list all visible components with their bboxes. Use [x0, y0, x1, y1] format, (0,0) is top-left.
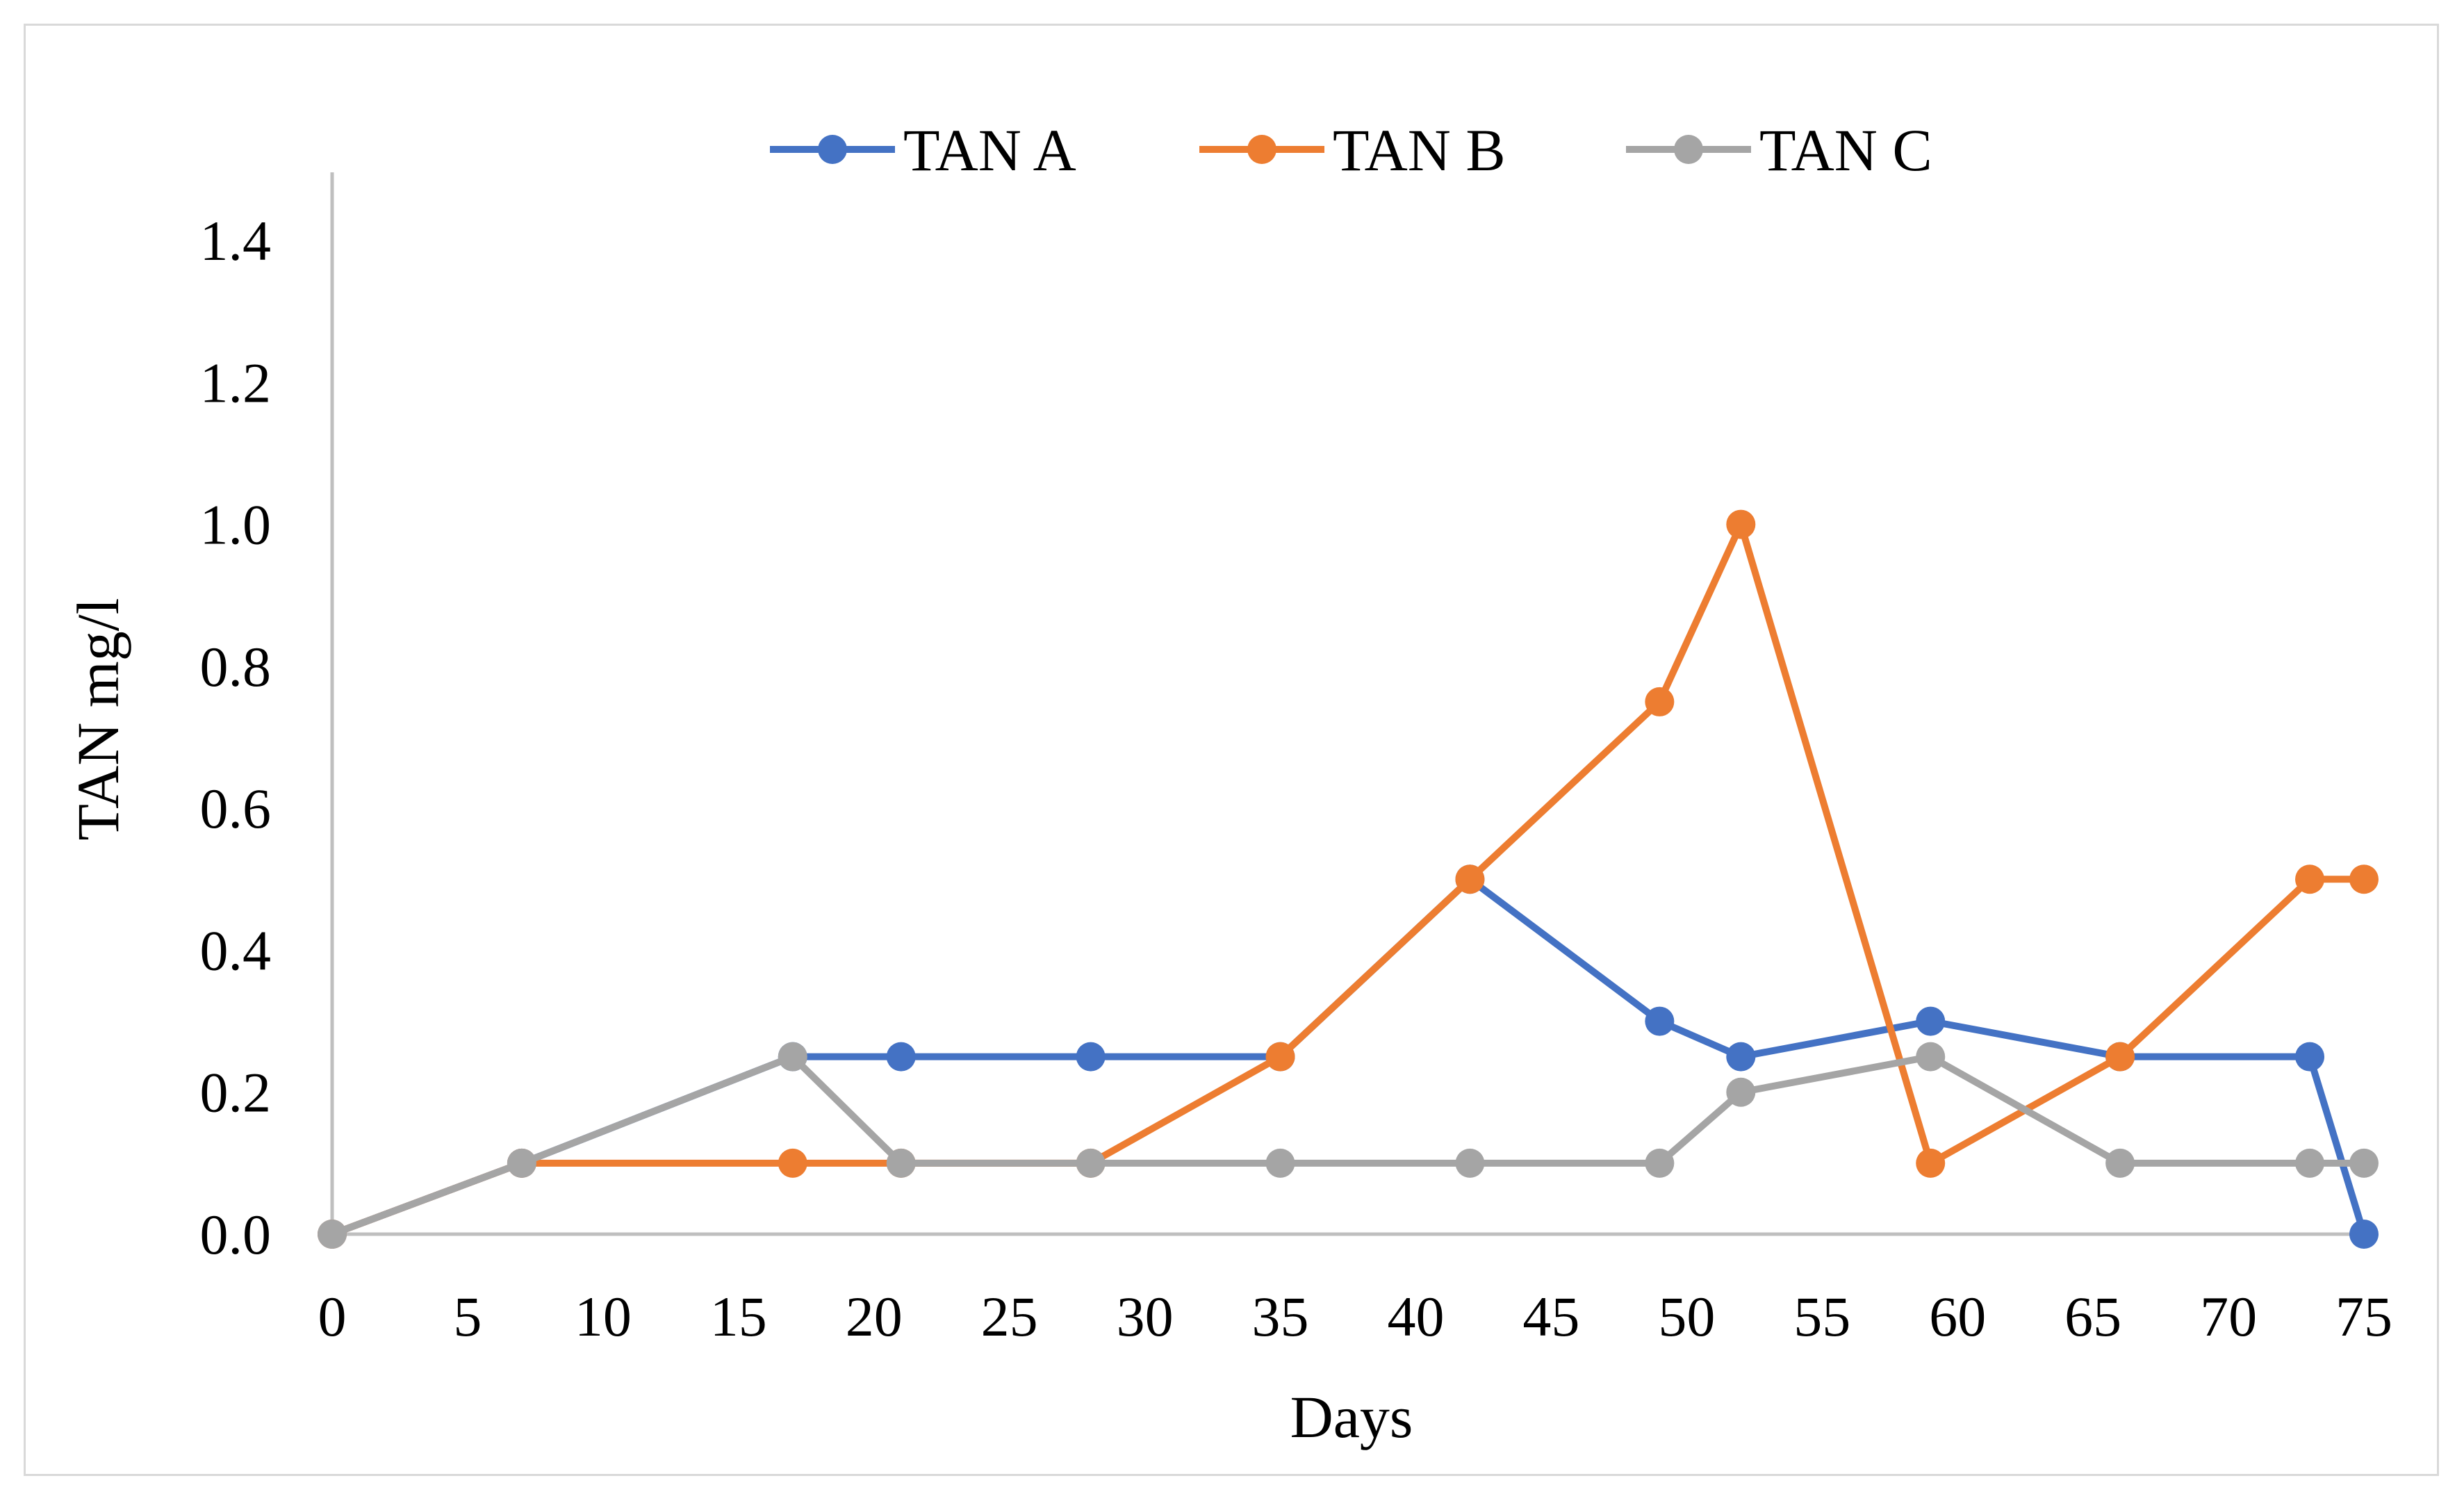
y-tick-label: 0.0 [200, 1203, 272, 1266]
legend: TAN A TAN B TAN C [770, 117, 1932, 183]
data-point [1455, 864, 1485, 894]
data-point [1076, 1042, 1106, 1072]
y-tick-label: 0.6 [200, 777, 272, 840]
series-tan-c [318, 1042, 2379, 1249]
data-point [2105, 1148, 2135, 1178]
data-point [1726, 1042, 1756, 1072]
legend-marker [818, 135, 847, 164]
x-axis-title: Days [1290, 1384, 1413, 1450]
data-point [318, 1220, 347, 1249]
legend-label: TAN C [1759, 117, 1932, 183]
x-tick-label: 45 [1522, 1285, 1579, 1348]
data-point [1916, 1042, 1946, 1072]
data-point [2295, 864, 2325, 894]
y-tick-label: 0.8 [200, 635, 272, 698]
data-point [886, 1148, 916, 1178]
data-point [2295, 1042, 2325, 1072]
y-tick-label: 1.2 [200, 351, 272, 414]
y-tick-label: 1.4 [200, 209, 272, 272]
x-tick-label: 35 [1252, 1285, 1309, 1348]
x-tick-label: 70 [2200, 1285, 2257, 1348]
legend-marker [1247, 135, 1276, 164]
data-point [507, 1148, 536, 1178]
data-point [886, 1042, 916, 1072]
legend-marker [1674, 135, 1703, 164]
data-point [1916, 1006, 1946, 1036]
data-point [1645, 687, 1675, 716]
x-tick-label: 50 [1658, 1285, 1715, 1348]
data-point [1726, 509, 1756, 539]
x-tick-label: 10 [575, 1285, 632, 1348]
series-line [329, 1053, 2367, 1238]
data-point [1645, 1148, 1675, 1178]
x-tick-label: 25 [981, 1285, 1038, 1348]
legend-label: TAN B [1333, 117, 1506, 183]
series-tan-a [318, 864, 2379, 1249]
legend-item: TAN A [770, 117, 1076, 183]
series-line [329, 876, 2367, 1238]
data-point [1265, 1148, 1295, 1178]
y-tick-label: 0.2 [200, 1061, 272, 1124]
legend-item: TAN C [1626, 117, 1932, 183]
data-point [2295, 1148, 2325, 1178]
x-tick-label: 0 [318, 1285, 347, 1348]
data-point [778, 1148, 807, 1178]
data-point [778, 1042, 807, 1072]
series-lines [318, 509, 2379, 1249]
x-tick-label: 20 [846, 1285, 903, 1348]
data-point [1916, 1148, 1946, 1178]
x-tick-label: 55 [1793, 1285, 1850, 1348]
legend-item: TAN B [1199, 117, 1506, 183]
data-point [1645, 1006, 1675, 1036]
x-tick-label: 60 [1929, 1285, 1986, 1348]
data-point [2349, 1148, 2379, 1178]
data-point [1076, 1148, 1106, 1178]
x-tick-label: 15 [710, 1285, 767, 1348]
x-tick-label: 75 [2335, 1285, 2392, 1348]
data-point [1455, 1148, 1485, 1178]
legend-label: TAN A [903, 117, 1076, 183]
axes: 0.0 0.2 0.4 0.6 0.8 1.0 1.2 1.4 0 5 10 15 20 25 30 35 40… [200, 172, 2392, 1348]
x-tick-label: 65 [2064, 1285, 2121, 1348]
data-point [1726, 1077, 1756, 1107]
y-tick-label: 0.4 [200, 919, 272, 982]
data-point [2105, 1042, 2135, 1072]
y-tick-label: 1.0 [200, 493, 272, 557]
x-tick-label: 30 [1117, 1285, 1174, 1348]
data-point [2349, 864, 2379, 894]
y-axis-title: TAN mg/l [65, 598, 131, 840]
x-tick-label: 5 [453, 1285, 482, 1348]
data-point [1265, 1042, 1295, 1072]
data-point [2349, 1220, 2379, 1249]
x-tick-label: 40 [1387, 1285, 1444, 1348]
